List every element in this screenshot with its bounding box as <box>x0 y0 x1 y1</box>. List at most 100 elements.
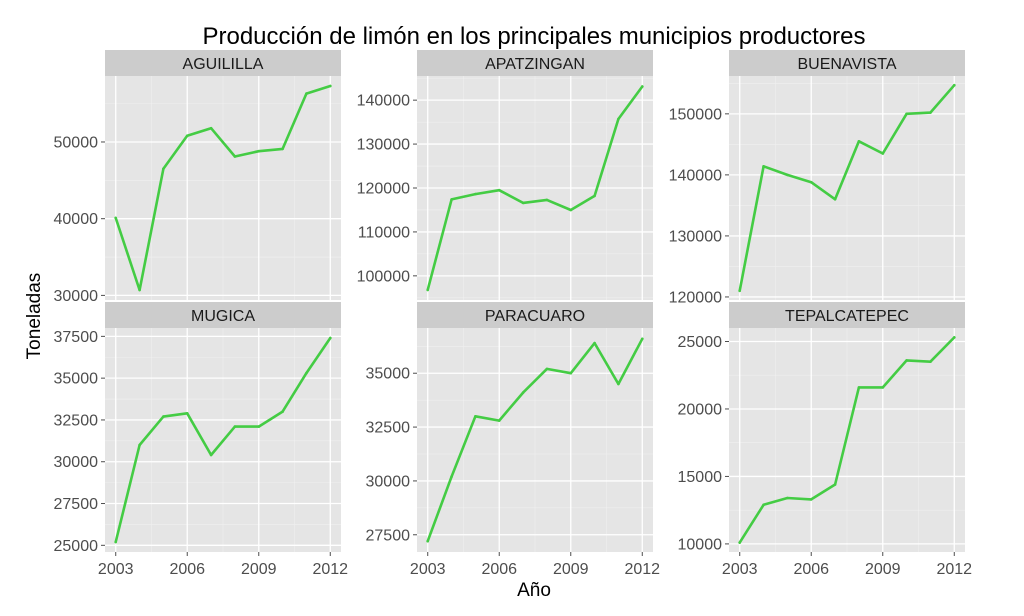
series-line-buenavista <box>738 83 956 293</box>
strip-label: AGUILILLA <box>183 56 264 73</box>
data-point <box>762 165 765 168</box>
x-tick-label: 2012 <box>312 561 348 578</box>
y-tick-label: 100000 <box>357 268 410 285</box>
data-point <box>953 336 956 339</box>
data-point <box>809 498 813 501</box>
y-tick-label: 120000 <box>669 289 722 306</box>
x-tick-label: 2003 <box>98 561 134 578</box>
data-point <box>497 188 501 192</box>
data-point <box>474 415 477 418</box>
y-tick-label: 50000 <box>54 134 99 151</box>
data-point <box>474 192 477 196</box>
data-point <box>281 410 284 413</box>
y-tick-label: 27500 <box>54 496 99 513</box>
panel-tepalcatepec: TEPALCATEPEC 10000 15000 20000 25000 2003 2006… <box>678 302 972 578</box>
data-point <box>929 111 932 114</box>
strip-label: APATZINGAN <box>485 56 585 73</box>
data-point <box>426 288 430 292</box>
data-point <box>929 360 932 364</box>
data-point <box>593 194 596 198</box>
y-tick-label: 15000 <box>678 469 723 486</box>
y-tick-label: 40000 <box>54 211 99 228</box>
x-tick-label: 2003 <box>722 561 758 578</box>
data-point <box>569 371 573 375</box>
data-point <box>545 198 549 202</box>
panel-paracuaro: PARACUARO 27500 30000 32500 35000 2003 2006 200… <box>366 302 660 578</box>
y-tick-label: 20000 <box>678 401 723 418</box>
series-line-apatzingan <box>426 85 644 292</box>
data-point <box>185 134 189 138</box>
y-tick-label: 25000 <box>678 334 723 351</box>
data-point <box>786 496 789 500</box>
y-tick-label: 25000 <box>54 538 99 555</box>
x-tick-label: 2012 <box>936 561 972 578</box>
data-point <box>833 198 837 201</box>
panel-mugica: MUGICA 25000 27500 30000 32500 35000 37500 2003… <box>54 302 348 578</box>
x-axis-title: Año <box>517 580 551 601</box>
y-axis-title: Toneladas <box>24 273 45 360</box>
facet-panels: AGUILILLA 30000 40000 50000 APATZINGAN 100000… <box>54 50 972 578</box>
data-point <box>450 475 453 478</box>
strip-label: MUGICA <box>191 308 255 325</box>
data-point <box>450 198 453 201</box>
y-tick-label: 140000 <box>357 93 410 110</box>
y-tick-label: 110000 <box>358 224 410 241</box>
data-point <box>185 412 189 415</box>
data-point <box>209 453 213 457</box>
data-point <box>114 540 117 544</box>
series-line-paracuaro <box>426 337 644 543</box>
y-tick-label: 35000 <box>54 371 99 388</box>
data-point <box>329 84 332 88</box>
y-tick-label: 30000 <box>54 288 99 305</box>
data-point <box>233 425 237 428</box>
strip-apatzingan <box>417 50 653 76</box>
data-point <box>641 85 644 88</box>
series-line-mugica <box>114 336 332 544</box>
data-point <box>138 443 141 447</box>
data-point <box>426 539 430 543</box>
y-tick-label: 32500 <box>54 412 99 429</box>
y-tick-label: 35000 <box>366 366 411 383</box>
data-point <box>881 386 885 389</box>
data-point <box>617 117 620 121</box>
data-point <box>233 155 237 158</box>
data-point <box>857 386 861 389</box>
strip-label: BUENAVISTA <box>798 56 897 73</box>
data-point <box>257 149 261 153</box>
y-tick-label: 130000 <box>669 228 722 245</box>
y-tick-label: 140000 <box>669 167 722 184</box>
data-point <box>521 391 525 394</box>
data-point <box>738 289 741 293</box>
data-point <box>545 367 549 371</box>
x-tick-label: 2006 <box>481 561 517 578</box>
panel-apatzingan: APATZINGAN 100000 110000 120000 130000 140000 <box>357 50 653 300</box>
data-point <box>162 167 165 171</box>
data-point <box>305 371 308 375</box>
data-point <box>641 337 644 341</box>
data-point <box>857 140 861 143</box>
data-point <box>114 216 117 220</box>
x-tick-label: 2006 <box>793 561 829 578</box>
data-point <box>305 92 308 95</box>
data-point <box>329 336 332 340</box>
data-point <box>162 415 165 418</box>
data-point <box>881 152 885 155</box>
strip-label: PARACUARO <box>485 308 585 325</box>
x-tick-label: 2009 <box>241 561 277 578</box>
data-point <box>738 541 741 544</box>
data-point <box>809 180 813 184</box>
data-point <box>497 419 501 422</box>
y-tick-label: 30000 <box>54 454 99 471</box>
strip-tepalcatepec <box>729 302 965 328</box>
y-tick-label: 130000 <box>357 137 410 154</box>
data-point <box>569 208 573 212</box>
x-tick-label: 2009 <box>865 561 901 578</box>
data-point <box>257 425 261 428</box>
y-tick-label: 37500 <box>54 329 99 346</box>
data-point <box>762 503 765 507</box>
data-point <box>521 201 525 205</box>
x-tick-label: 2009 <box>553 561 589 578</box>
panel-aguililla: AGUILILLA 30000 40000 50000 <box>54 50 341 305</box>
strip-buenavista <box>729 50 965 76</box>
data-point <box>905 359 908 362</box>
